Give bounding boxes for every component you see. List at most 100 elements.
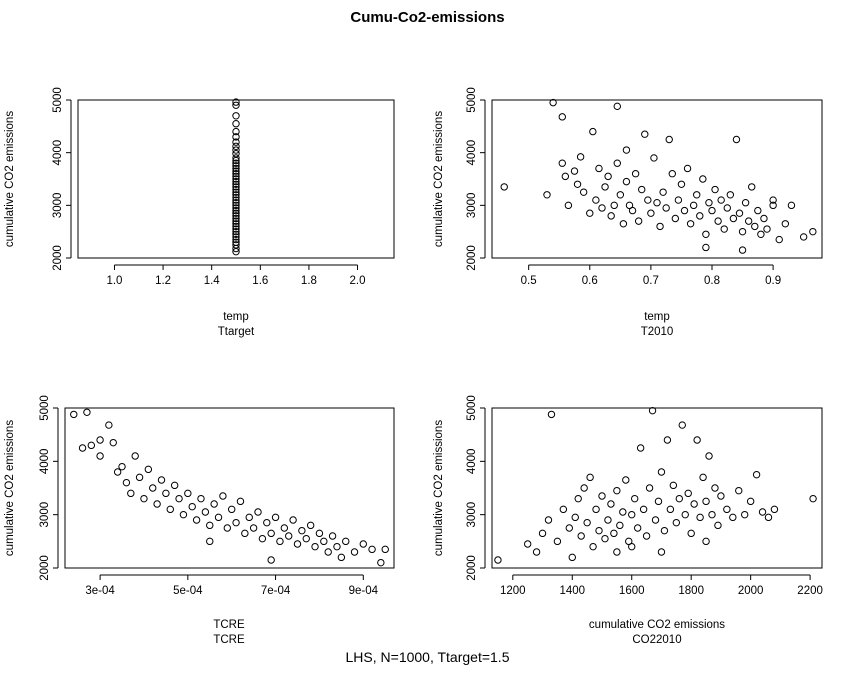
data-point — [696, 212, 704, 220]
data-point — [232, 247, 240, 256]
data-point — [809, 227, 817, 236]
data-point — [83, 408, 91, 416]
data-point — [232, 159, 240, 167]
data-point — [544, 516, 553, 524]
data-point — [720, 225, 728, 233]
data-point — [232, 162, 240, 170]
data-point — [726, 191, 735, 199]
data-point — [744, 217, 753, 225]
data-point — [653, 199, 661, 207]
data-point — [324, 548, 332, 556]
data-point — [738, 227, 747, 236]
data-point — [650, 154, 658, 162]
data-point — [680, 206, 689, 215]
data-point — [232, 193, 240, 202]
figure-footnote: LHS, N=1000, Ttarget=1.5 — [346, 649, 510, 665]
panel-t2010: 0.5 0.6 0.7 0.8 0.9 2000 3000 4000 5000 cumulati… — [433, 87, 823, 338]
data-points — [70, 408, 389, 567]
data-point — [681, 510, 689, 519]
x-tick-label: 1.2 — [155, 275, 171, 287]
x-tick-label: 2.0 — [350, 275, 366, 287]
data-point — [232, 212, 240, 220]
data-point — [639, 505, 648, 514]
data-point — [241, 529, 249, 538]
x-tick-label: 2200 — [797, 585, 823, 597]
data-point — [232, 177, 240, 186]
data-point — [232, 146, 240, 154]
x-tick-label: 1600 — [619, 585, 645, 597]
data-point — [558, 159, 566, 167]
data-point — [619, 220, 628, 228]
data-point — [595, 164, 603, 173]
data-point — [232, 101, 240, 109]
data-point — [280, 524, 289, 532]
data-point — [687, 529, 695, 538]
data-point — [337, 553, 346, 562]
data-point — [666, 505, 675, 514]
data-point — [232, 222, 240, 231]
data-point — [598, 492, 606, 500]
data-point — [381, 545, 389, 554]
data-point — [109, 438, 117, 447]
x-tick-label: 0.8 — [704, 275, 720, 287]
data-point — [628, 206, 637, 215]
data-point — [760, 214, 768, 223]
data-point — [675, 494, 683, 503]
data-point — [219, 492, 227, 500]
data-point — [689, 201, 698, 210]
data-point — [607, 212, 615, 220]
data-point — [636, 444, 645, 452]
data-point — [601, 534, 609, 543]
y-tick-label: 2000 — [52, 245, 64, 271]
data-point — [648, 406, 657, 415]
data-point — [787, 201, 796, 210]
data-point — [660, 526, 669, 535]
x-tick-label: 0.5 — [521, 275, 537, 287]
data-point — [232, 227, 240, 236]
data-point — [311, 542, 319, 551]
data-point — [214, 513, 223, 522]
data-point — [622, 177, 631, 186]
data-point — [113, 468, 122, 476]
data-point — [757, 230, 765, 239]
data-point — [708, 510, 716, 519]
data-point — [153, 500, 161, 508]
data-point — [690, 500, 698, 508]
data-point — [96, 452, 104, 460]
data-point — [140, 494, 148, 503]
data-point — [714, 217, 722, 225]
data-point — [553, 537, 562, 546]
x-tick-label: 1.0 — [106, 275, 122, 287]
data-point — [669, 481, 678, 490]
data-point — [149, 484, 157, 492]
data-point — [645, 484, 654, 492]
data-point — [210, 500, 218, 508]
data-point — [699, 473, 707, 482]
data-point — [657, 468, 666, 476]
data-point — [232, 201, 240, 210]
data-point — [748, 183, 756, 191]
data-point — [249, 524, 258, 532]
data-point — [232, 138, 240, 146]
data-point — [633, 524, 642, 532]
data-point — [589, 127, 597, 136]
data-point — [131, 452, 139, 460]
data-point — [592, 505, 600, 514]
data-point — [258, 534, 267, 543]
data-point — [197, 494, 205, 503]
x-axis-sublabel: T2010 — [641, 326, 674, 338]
x-tick-label: 1800 — [678, 585, 704, 597]
data-point — [613, 548, 621, 556]
y-tick-label: 5000 — [39, 395, 51, 421]
y-axis-label: cumulative CO2 emissions — [433, 420, 445, 556]
data-point — [232, 170, 240, 178]
data-point — [613, 159, 621, 167]
x-axis-label: TCRE — [213, 619, 245, 631]
data-point — [232, 220, 240, 228]
data-point — [162, 489, 170, 498]
data-point — [232, 98, 240, 106]
y-axis-label: cumulative CO2 emissions — [4, 111, 16, 247]
data-point — [604, 172, 612, 181]
data-point — [232, 164, 240, 173]
data-points — [232, 98, 240, 256]
